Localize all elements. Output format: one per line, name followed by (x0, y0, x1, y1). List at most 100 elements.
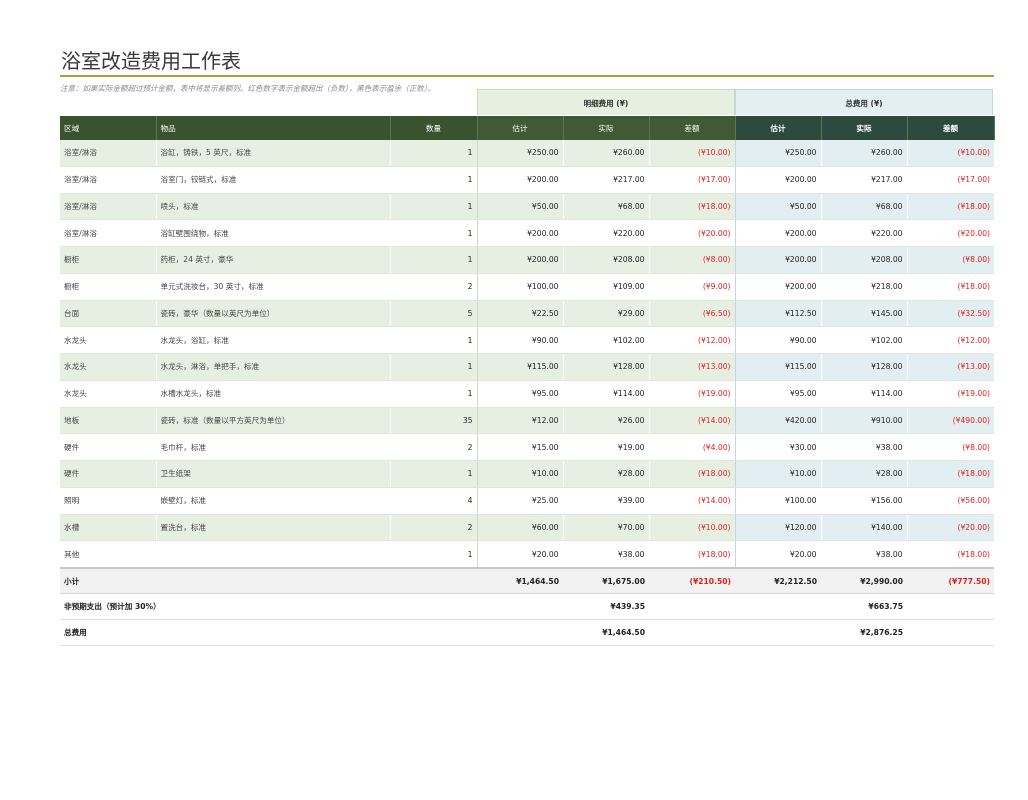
row-qty[interactable]: 2 (390, 433, 478, 461)
row-est[interactable]: ¥25.00 (477, 487, 564, 515)
row-total-diff[interactable]: (¥18.00) (907, 460, 994, 488)
col-header-diff[interactable]: 差额 (649, 116, 736, 140)
row-total-act[interactable]: ¥260.00 (821, 140, 908, 167)
row-area[interactable]: 水龙头 (60, 380, 157, 408)
row-total-act[interactable]: ¥128.00 (821, 353, 908, 381)
row-item[interactable]: 药柜，24 英寸，豪华 (155, 246, 391, 274)
row-act[interactable]: ¥38.00 (563, 540, 650, 569)
row-item[interactable]: 嵌壁灯，标准 (155, 487, 391, 515)
row-item[interactable]: 水龙头，浴缸，标准 (155, 326, 391, 354)
row-item[interactable]: 浴室门，铰链式，标准 (155, 166, 391, 194)
col-header-act[interactable]: 实际 (563, 116, 650, 140)
row-total-est[interactable]: ¥112.50 (735, 300, 822, 328)
col-header-total-act[interactable]: 实际 (821, 116, 908, 140)
row-qty[interactable]: 1 (390, 193, 478, 221)
subtotal-diff[interactable]: (¥210.50) (649, 567, 735, 594)
row-total-act[interactable]: ¥68.00 (821, 193, 908, 221)
row-diff[interactable]: (¥8.00) (649, 246, 736, 274)
col-header-est[interactable]: 估计 (477, 116, 564, 140)
row-total-act[interactable]: ¥220.00 (821, 219, 908, 247)
row-act[interactable]: ¥208.00 (563, 246, 650, 274)
row-qty[interactable]: 1 (390, 540, 478, 569)
row-item[interactable]: 毛巾杆，标准 (155, 433, 391, 461)
row-total-est[interactable]: ¥90.00 (735, 326, 822, 354)
row-qty[interactable]: 1 (390, 140, 478, 167)
row-total-diff[interactable]: (¥10.00) (907, 140, 994, 167)
subtotal-total-act[interactable]: ¥2,990.00 (821, 567, 907, 594)
row-act[interactable]: ¥28.00 (563, 460, 650, 488)
col-header-area[interactable]: 区域 (60, 116, 157, 140)
row-item[interactable]: 瓷砖，豪华（数量以英尺为单位） (155, 300, 391, 328)
subtotal-est[interactable]: ¥1,464.50 (477, 567, 563, 594)
row-area[interactable]: 水龙头 (60, 353, 157, 381)
row-diff[interactable]: (¥14.00) (649, 407, 736, 435)
row-item[interactable]: 单元式洗妆台，30 英寸，标准 (155, 273, 391, 301)
row-total-act[interactable]: ¥28.00 (821, 460, 908, 488)
row-diff[interactable]: (¥17.00) (649, 166, 736, 194)
row-area[interactable]: 水槽 (60, 514, 157, 542)
row-est[interactable]: ¥200.00 (477, 219, 564, 247)
row-est[interactable]: ¥250.00 (477, 140, 564, 167)
row-est[interactable]: ¥15.00 (477, 433, 564, 461)
row-total-est[interactable]: ¥200.00 (735, 166, 822, 194)
row-act[interactable]: ¥114.00 (563, 380, 650, 408)
row-area[interactable]: 硬件 (60, 433, 157, 461)
row-qty[interactable]: 35 (390, 407, 478, 435)
col-header-total-est[interactable]: 估计 (735, 116, 822, 140)
col-header-qty[interactable]: 数量 (390, 116, 478, 140)
row-total-act[interactable]: ¥156.00 (821, 487, 908, 515)
contingency-total[interactable]: ¥663.75 (821, 593, 907, 620)
row-qty[interactable]: 1 (390, 460, 478, 488)
row-total-est[interactable]: ¥30.00 (735, 433, 822, 461)
row-item[interactable]: 水龙头，淋浴，单把手，标准 (155, 353, 391, 381)
row-area[interactable]: 橱柜 (60, 273, 157, 301)
row-diff[interactable]: (¥19.00) (649, 380, 736, 408)
row-area[interactable]: 橱柜 (60, 246, 157, 274)
col-header-total-diff[interactable]: 差额 (907, 116, 995, 140)
row-total-est[interactable]: ¥250.00 (735, 140, 822, 167)
row-total-diff[interactable]: (¥8.00) (907, 433, 994, 461)
row-item[interactable]: 水槽水龙头，标准 (155, 380, 391, 408)
row-area[interactable]: 照明 (60, 487, 157, 515)
row-total-diff[interactable]: (¥17.00) (907, 166, 994, 194)
row-total-est[interactable]: ¥120.00 (735, 514, 822, 542)
row-diff[interactable]: (¥12.00) (649, 326, 736, 354)
row-est[interactable]: ¥100.00 (477, 273, 564, 301)
row-area[interactable]: 地板 (60, 407, 157, 435)
row-act[interactable]: ¥260.00 (563, 140, 650, 167)
row-area[interactable]: 水龙头 (60, 326, 157, 354)
row-total-est[interactable]: ¥100.00 (735, 487, 822, 515)
row-est[interactable]: ¥200.00 (477, 166, 564, 194)
row-est[interactable]: ¥60.00 (477, 514, 564, 542)
row-total-act[interactable]: ¥208.00 (821, 246, 908, 274)
row-total-diff[interactable]: (¥32.50) (907, 300, 994, 328)
row-item[interactable] (155, 540, 391, 569)
row-total-est[interactable]: ¥20.00 (735, 540, 822, 569)
row-qty[interactable]: 1 (390, 219, 478, 247)
row-diff[interactable]: (¥10.00) (649, 140, 736, 167)
row-qty[interactable]: 1 (390, 353, 478, 381)
row-total-est[interactable]: ¥115.00 (735, 353, 822, 381)
row-diff[interactable]: (¥13.00) (649, 353, 736, 381)
row-total-act[interactable]: ¥114.00 (821, 380, 908, 408)
row-total-act[interactable]: ¥102.00 (821, 326, 908, 354)
row-total-est[interactable]: ¥50.00 (735, 193, 822, 221)
row-qty[interactable]: 2 (390, 273, 478, 301)
subtotal-act[interactable]: ¥1,675.00 (563, 567, 649, 594)
row-total-act[interactable]: ¥910.00 (821, 407, 908, 435)
row-est[interactable]: ¥90.00 (477, 326, 564, 354)
row-total-diff[interactable]: (¥56.00) (907, 487, 994, 515)
row-area[interactable]: 其他 (60, 540, 157, 569)
row-total-diff[interactable]: (¥18.00) (907, 540, 994, 569)
row-total-diff[interactable]: (¥490.00) (907, 407, 994, 435)
row-total-est[interactable]: ¥420.00 (735, 407, 822, 435)
row-area[interactable]: 浴室/淋浴 (60, 219, 157, 247)
row-total-diff[interactable]: (¥19.00) (907, 380, 994, 408)
row-qty[interactable]: 1 (390, 246, 478, 274)
row-qty[interactable]: 1 (390, 166, 478, 194)
row-area[interactable]: 浴室/淋浴 (60, 140, 157, 167)
row-item[interactable]: 喷头，标准 (155, 193, 391, 221)
row-item[interactable]: 卫生纸架 (155, 460, 391, 488)
row-total-act[interactable]: ¥145.00 (821, 300, 908, 328)
row-est[interactable]: ¥20.00 (477, 540, 564, 569)
